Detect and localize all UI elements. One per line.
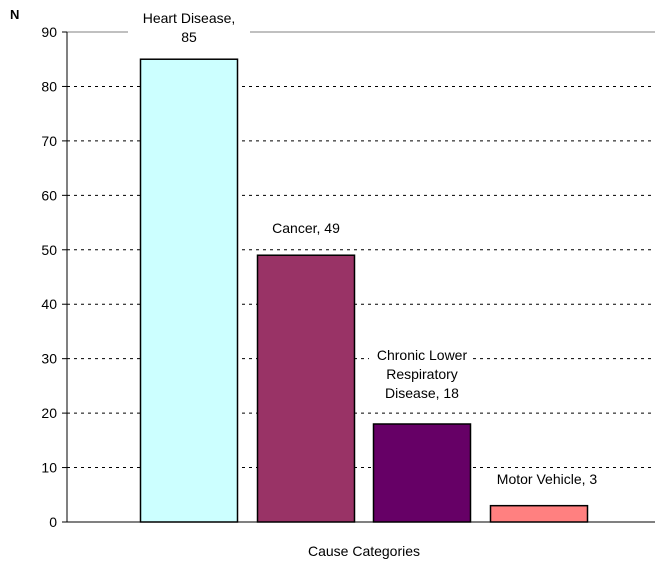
- label-background-1: [369, 345, 472, 411]
- y-tick-label-30: 30: [41, 351, 57, 367]
- bar-cancer: [256, 254, 356, 523]
- axes: [66, 32, 655, 523]
- y-tick-label-20: 20: [41, 405, 57, 421]
- x-axis-title: Cause Categories: [308, 543, 420, 559]
- bar-heart-disease: [139, 58, 239, 523]
- y-ticks: 0 10 20 30 40 50 60 70 80 90: [41, 24, 67, 530]
- label-background-0: [128, 8, 250, 48]
- bars: [139, 58, 589, 523]
- data-label-heart-disease: Heart Disease, 85: [143, 10, 236, 45]
- bar-motor-vehicle: [489, 504, 589, 523]
- y-tick-label-40: 40: [41, 296, 57, 312]
- bar-chronic-lower-respiratory-disease: [372, 423, 472, 523]
- label-background-2: [480, 468, 610, 488]
- y-tick-label-0: 0: [49, 514, 57, 530]
- y-tick-label-70: 70: [41, 133, 57, 149]
- y-tick-label-10: 10: [41, 460, 57, 476]
- data-label-cancer: Cancer, 49: [272, 220, 340, 236]
- y-tick-label-80: 80: [41, 78, 57, 94]
- y-tick-label-60: 60: [41, 187, 57, 203]
- y-tick-label-50: 50: [41, 242, 57, 258]
- data-labels: Heart Disease, 85 Cancer, 49 Chronic Lower R…: [128, 8, 610, 488]
- data-label-chronic-lower-respiratory-disease: Chronic Lower Respiratory Disease, 18: [377, 347, 468, 401]
- y-axis-label: N: [10, 7, 19, 22]
- data-label-motor-vehicle: Motor Vehicle, 3: [497, 471, 598, 487]
- y-tick-label-90: 90: [41, 24, 57, 40]
